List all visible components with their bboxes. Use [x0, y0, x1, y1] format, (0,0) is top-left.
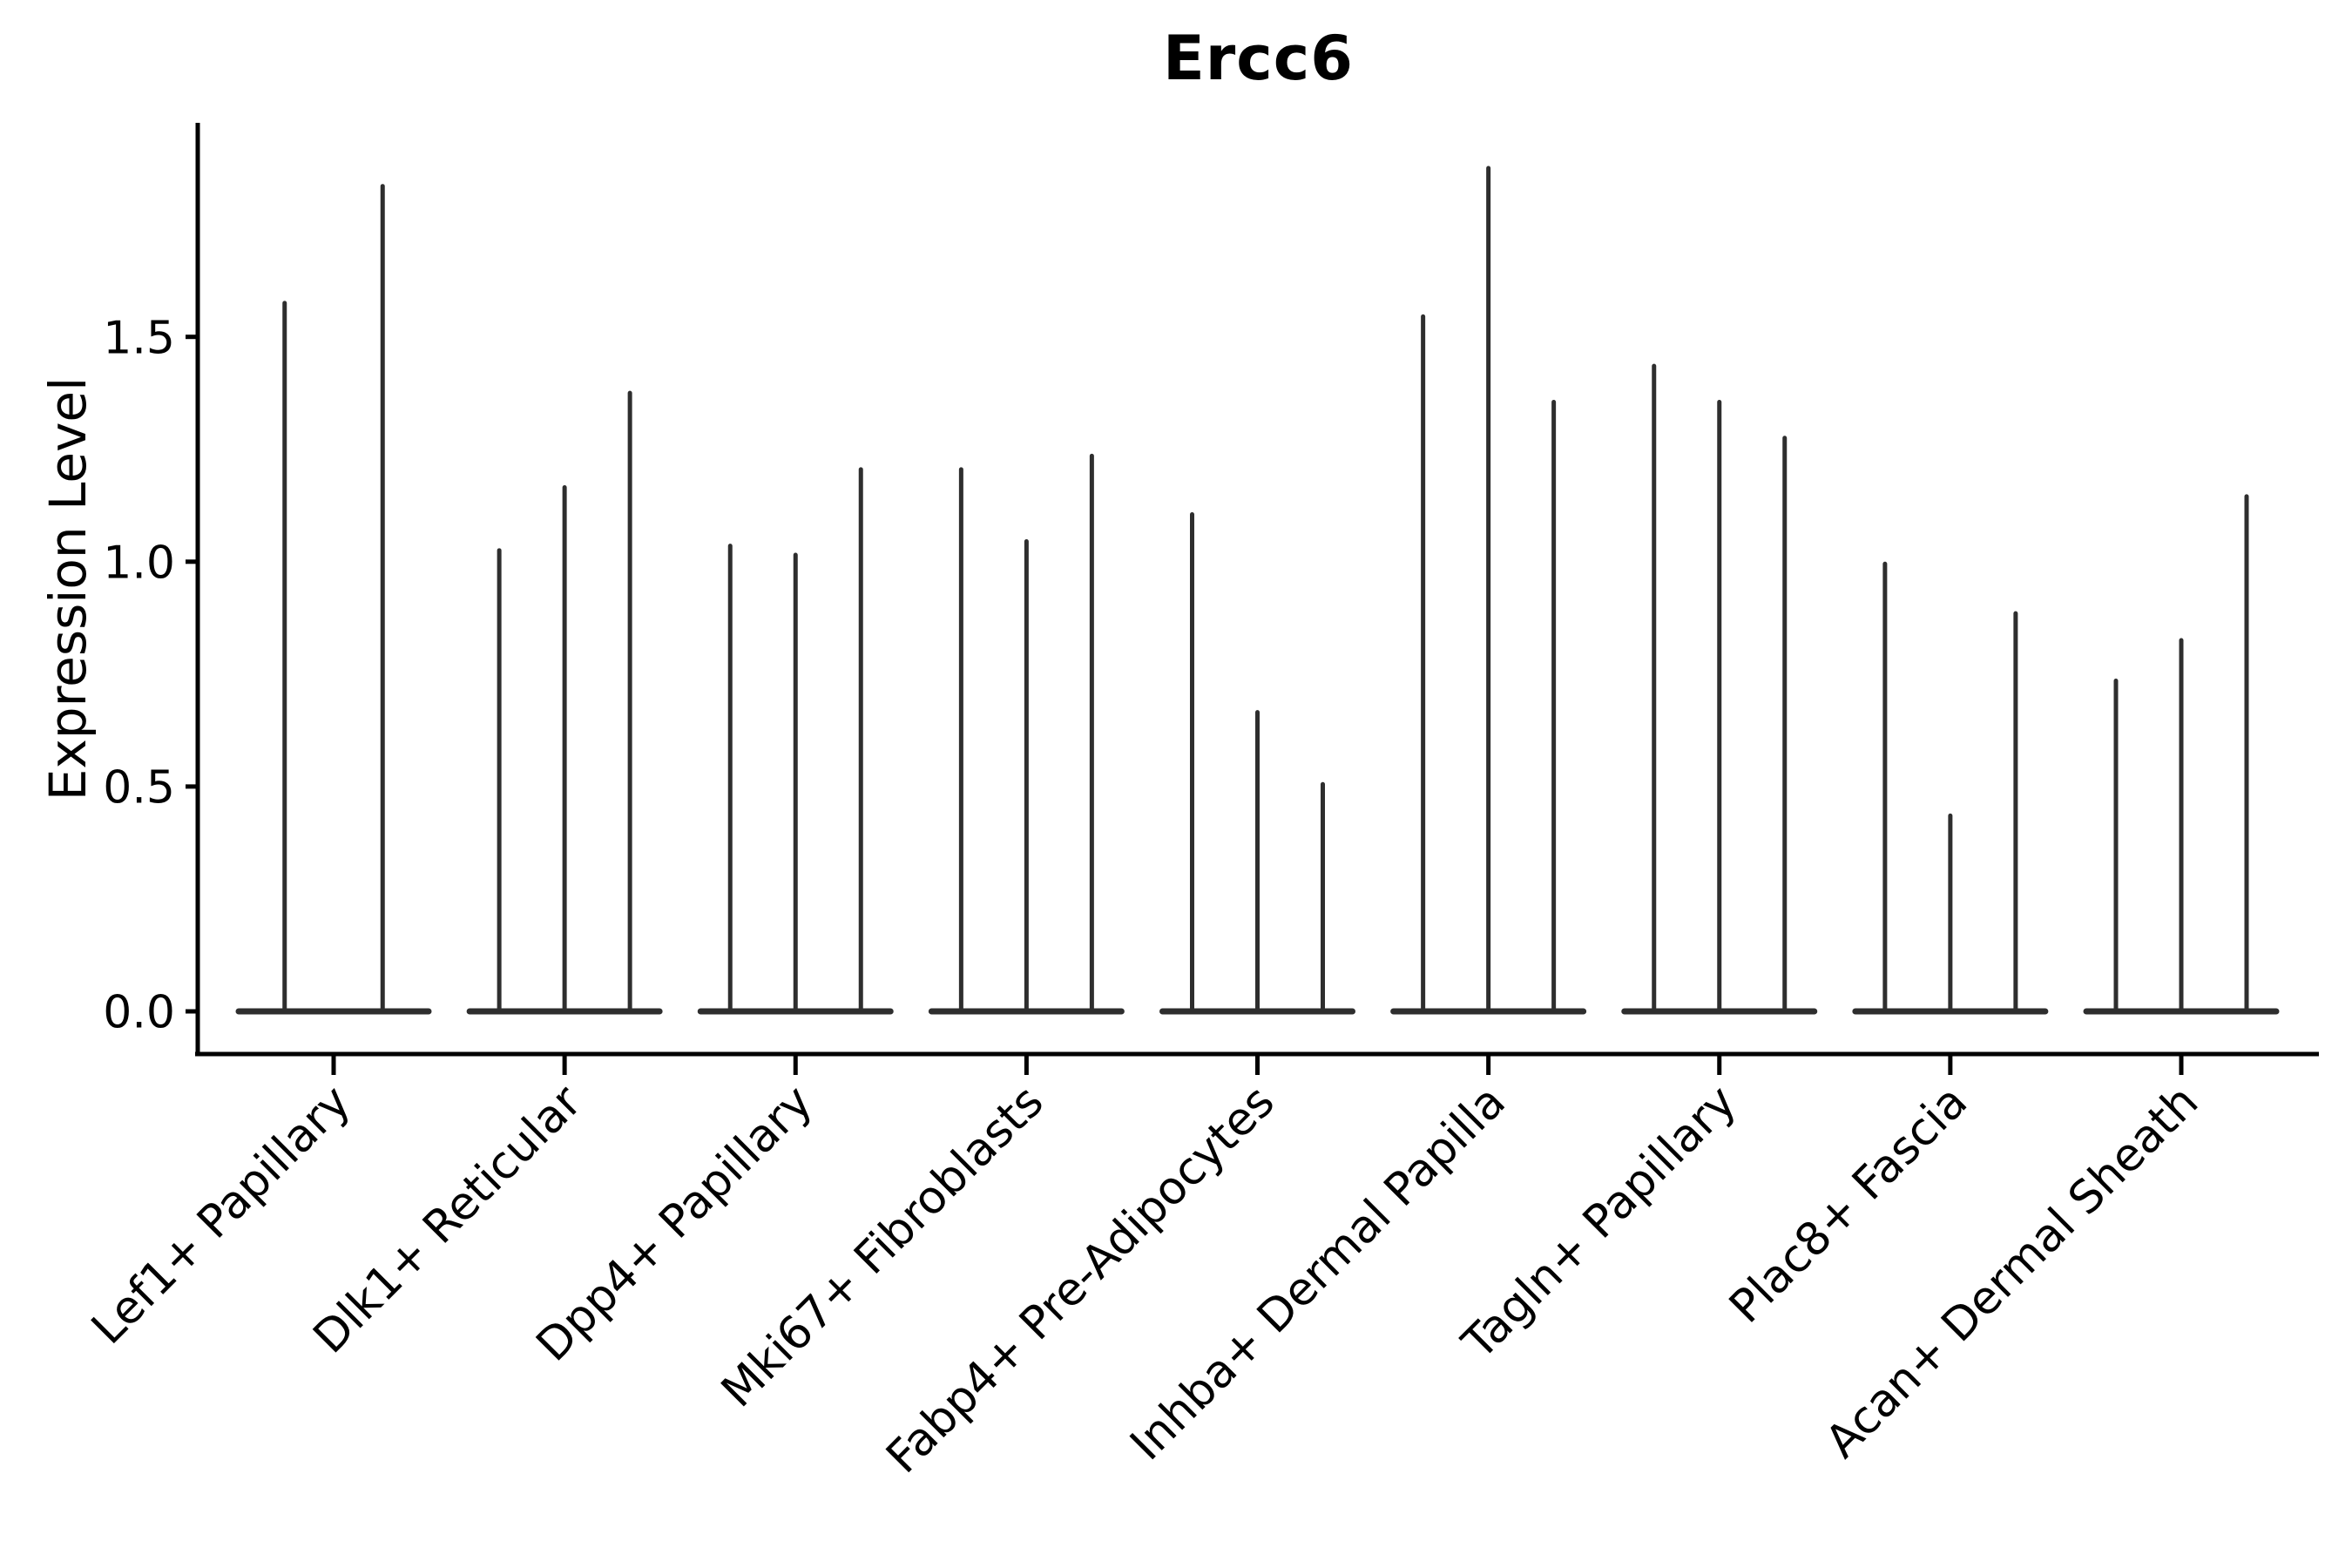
violin-spike	[2244, 494, 2249, 1014]
violin-spike	[1024, 538, 1029, 1014]
violin-spike	[1089, 453, 1094, 1014]
violin-spike	[858, 467, 863, 1014]
violin-spike	[1717, 399, 1722, 1014]
violin-spike	[1782, 436, 1788, 1014]
violin-spike	[1486, 166, 1491, 1014]
violin-spike	[282, 301, 287, 1014]
violin-spike	[1190, 512, 1194, 1014]
x-tick-label: Plac8+ Fascia	[1720, 1076, 1977, 1334]
violin-spike	[2013, 611, 2018, 1014]
violin-spike	[1882, 561, 1888, 1014]
violin-spike	[497, 548, 502, 1014]
violin-spike	[1255, 710, 1260, 1014]
violin-spike	[727, 544, 733, 1014]
violin-spike	[958, 467, 963, 1014]
violin-spike	[1948, 813, 1953, 1014]
y-tick-label: 1.0	[103, 537, 175, 590]
violin-spike	[627, 390, 632, 1014]
violin-spike	[1551, 399, 1557, 1014]
y-tick-label: 0.0	[103, 987, 175, 1039]
x-tick-label: Acan+ Dermal Sheath	[1816, 1076, 2209, 1469]
y-tick-label: 0.5	[103, 762, 175, 814]
violin-spike	[793, 552, 798, 1014]
x-tick-label: Fabp4+ Pre-Adipocytes	[876, 1076, 1284, 1484]
violin-base	[235, 1008, 432, 1015]
x-tick-label: Inhba+ Dermal Papilla	[1120, 1076, 1515, 1470]
violin-spike	[2113, 679, 2119, 1014]
violin-spike	[380, 184, 385, 1014]
chart-title: Ercc6	[1162, 23, 1355, 94]
violin-spike	[562, 485, 567, 1014]
violin-spike	[1321, 781, 1325, 1014]
y-tick-label: 1.5	[103, 312, 175, 364]
violin-spike	[1421, 314, 1426, 1014]
violin-spike	[1652, 363, 1657, 1014]
violin-spike	[2179, 638, 2184, 1014]
